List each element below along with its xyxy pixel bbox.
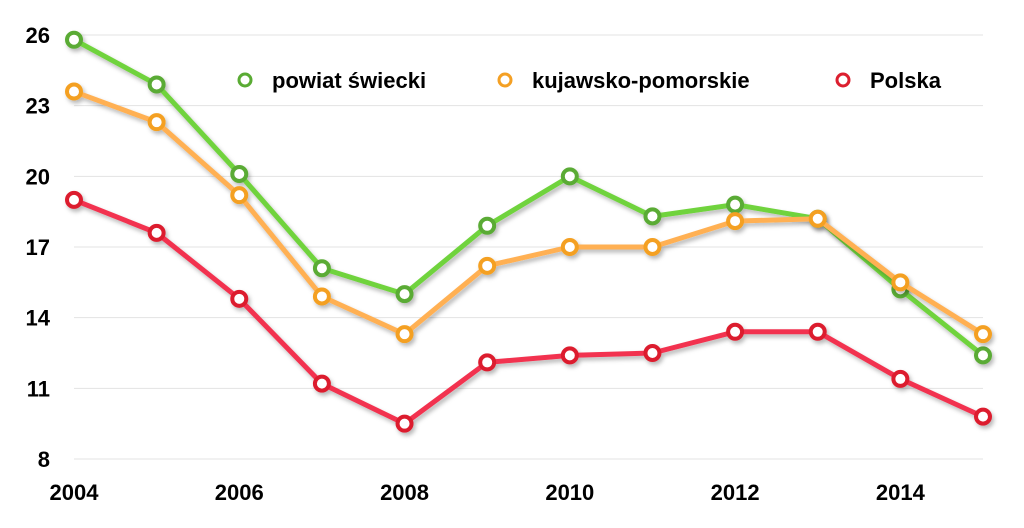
- x-tick-label: 2008: [380, 480, 429, 505]
- data-point: [974, 346, 992, 365]
- series-polska: [65, 190, 992, 433]
- data-point: [891, 273, 910, 292]
- legend-marker: [497, 72, 513, 88]
- data-point: [478, 353, 497, 372]
- data-point: [147, 113, 166, 132]
- grid: [74, 34, 983, 460]
- data-point: [643, 238, 662, 256]
- data-point: [478, 256, 497, 275]
- data-point: [395, 325, 414, 344]
- legend-marker: [237, 72, 253, 88]
- y-tick-label: 14: [26, 306, 51, 331]
- data-point: [147, 75, 166, 94]
- y-axis-ticks: 8 11 14 17 20 23 26: [26, 23, 51, 472]
- legend: powiat świecki kujawsko-pomorskie Polska: [237, 68, 942, 93]
- data-point: [478, 216, 497, 235]
- data-point: [974, 325, 992, 344]
- data-point: [560, 238, 579, 256]
- legend-item: powiat świecki: [237, 68, 426, 93]
- x-tick-label: 2010: [545, 480, 594, 505]
- data-point: [891, 369, 910, 388]
- legend-label: kujawsko-pomorskie: [532, 68, 750, 93]
- y-tick-label: 20: [26, 164, 50, 189]
- data-point: [312, 374, 331, 393]
- y-tick-label: 8: [38, 447, 50, 472]
- x-axis-ticks: 2004 2006 2008 2010 2012 2014: [50, 480, 926, 505]
- data-point: [230, 289, 249, 308]
- series-kujawsko-pomorskie: [65, 82, 992, 344]
- x-tick-label: 2012: [711, 480, 760, 505]
- x-tick-label: 2006: [215, 480, 264, 505]
- legend-item: kujawsko-pomorskie: [497, 68, 750, 93]
- data-point: [312, 259, 331, 278]
- y-tick-label: 11: [27, 376, 50, 401]
- data-point: [65, 82, 83, 101]
- data-point: [560, 346, 579, 365]
- data-point: [560, 167, 579, 186]
- y-tick-label: 17: [26, 235, 50, 260]
- x-tick-label: 2004: [50, 480, 100, 505]
- data-point: [147, 223, 166, 242]
- legend-item: Polska: [835, 68, 942, 93]
- data-point: [312, 287, 331, 306]
- series-line: [71, 89, 986, 337]
- data-point: [726, 195, 745, 214]
- data-point: [974, 407, 992, 426]
- data-point: [643, 344, 662, 362]
- data-point: [230, 164, 249, 183]
- data-point: [395, 414, 414, 433]
- data-point: [65, 30, 83, 49]
- y-tick-label: 23: [26, 94, 50, 119]
- legend-label: powiat świecki: [272, 68, 426, 93]
- data-point: [726, 322, 745, 341]
- legend-label: Polska: [870, 68, 942, 93]
- series-group: [65, 30, 992, 433]
- x-tick-label: 2014: [876, 480, 926, 505]
- data-point: [808, 209, 827, 228]
- series-line: [71, 37, 986, 358]
- data-point: [395, 285, 414, 304]
- y-tick-label: 26: [26, 23, 50, 48]
- series-powiat-świecki: [65, 30, 992, 365]
- data-point: [230, 186, 249, 205]
- data-point: [808, 322, 827, 341]
- data-point: [726, 212, 745, 231]
- series-line: [71, 197, 986, 427]
- data-point: [65, 190, 83, 209]
- data-point: [643, 207, 662, 226]
- legend-marker: [835, 72, 851, 88]
